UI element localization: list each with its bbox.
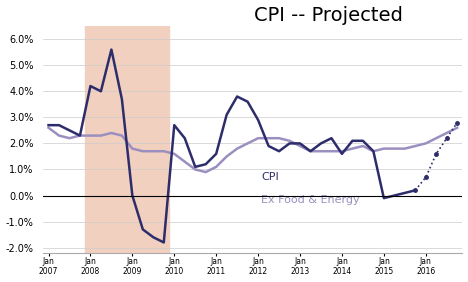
Title: CPI -- Projected: CPI -- Projected [254,6,403,25]
Text: Ex Food & Energy: Ex Food & Energy [261,195,360,205]
Text: CPI: CPI [261,172,279,182]
Bar [85,26,169,253]
